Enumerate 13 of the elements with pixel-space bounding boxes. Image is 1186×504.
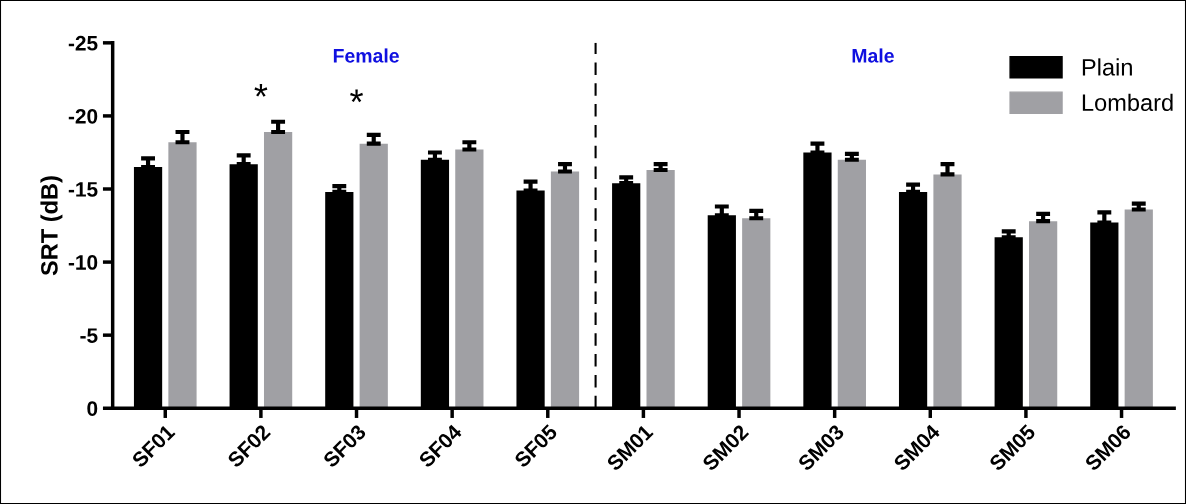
y-axis-title: SRT (dB) — [40, 176, 63, 276]
annotation: Male — [852, 48, 894, 63]
annotation: * — [254, 83, 268, 97]
y-tick-label: -5 — [80, 328, 98, 343]
annotation: Female — [333, 48, 399, 63]
y-tick-label: -20 — [68, 108, 98, 124]
y-tick-label: 0 — [87, 401, 98, 416]
y-tick-label: -25 — [68, 35, 98, 51]
annotation: * — [350, 89, 363, 103]
y-tick-label: -10 — [68, 255, 98, 270]
legend-label: Lombard — [1082, 93, 1173, 112]
legend-label: Plain — [1082, 58, 1132, 76]
y-tick-label: -15 — [68, 182, 98, 197]
